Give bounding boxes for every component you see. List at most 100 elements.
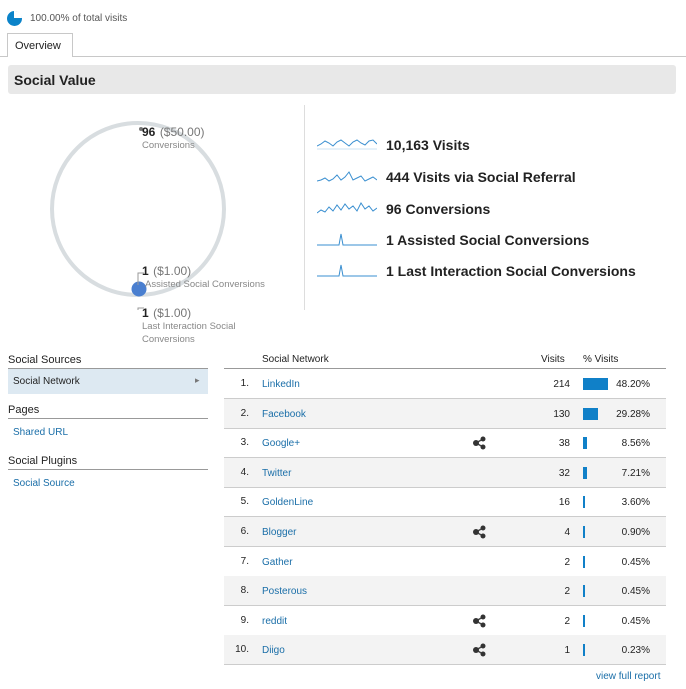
- vertical-divider: [304, 105, 305, 310]
- sidebar-item-shared-url[interactable]: Shared URL: [13, 427, 69, 438]
- visits-value: 2: [564, 615, 570, 627]
- visits-value: 2: [564, 586, 570, 598]
- pct-bar: [583, 555, 585, 568]
- pct-value: 7.21%: [621, 467, 650, 479]
- last-interaction-label-1: Last Interaction Social: [142, 321, 236, 332]
- metric-assisted: 1 Assisted Social Conversions: [386, 232, 590, 248]
- row-index: 9.: [240, 614, 249, 626]
- last-connector: [137, 307, 144, 310]
- ring-top-marker: [139, 127, 143, 131]
- assisted-label: Assisted Social Conversions: [145, 279, 265, 290]
- conversion-ring: [50, 121, 226, 310]
- sidebar-item-social-network[interactable]: [8, 369, 208, 394]
- row-index: 7.: [240, 555, 249, 567]
- table-row: 7. Gather 2 0.45%: [224, 547, 666, 577]
- metric-conversions: 96 Conversions: [386, 201, 491, 217]
- row-index: 6.: [240, 526, 249, 537]
- sparkline-visits: [317, 139, 377, 150]
- activity-stream-icon[interactable]: [472, 435, 488, 451]
- row-index: 3.: [240, 437, 249, 449]
- network-link[interactable]: Posterous: [262, 586, 308, 598]
- tab-bar-line: [0, 56, 686, 57]
- pct-bar: [583, 378, 608, 390]
- metric-referral: 444 Visits via Social Referral: [386, 169, 576, 185]
- pct-value: 0.23%: [621, 645, 650, 657]
- chevron-right-icon: ▸: [195, 375, 200, 385]
- sparkline-assisted: [317, 233, 377, 246]
- table-row: 10. Diigo 1 0.23%: [224, 635, 666, 666]
- pct-bar: [583, 466, 587, 479]
- assisted-value: ($1.00): [153, 264, 192, 278]
- sidebar-divider: [8, 469, 208, 470]
- pct-value: 3.60%: [621, 497, 650, 509]
- network-link[interactable]: Twitter: [262, 467, 292, 479]
- visits-value: 1: [564, 645, 570, 657]
- pct-value: 48.20%: [616, 379, 650, 390]
- column-header-pct-visits[interactable]: % Visits: [583, 354, 619, 365]
- network-link[interactable]: reddit: [262, 615, 288, 627]
- row-index: 5.: [240, 496, 249, 508]
- sparkline-conversions: [317, 202, 377, 214]
- row-index: 2.: [240, 407, 249, 419]
- sidebar-heading-pages: Pages: [8, 404, 40, 416]
- pct-value: 0.45%: [621, 556, 650, 568]
- pct-value: 0.45%: [621, 615, 650, 627]
- conversions-figure: 96 ($50.00): [142, 123, 205, 141]
- segment-label: 100.00% of total visits: [30, 13, 128, 24]
- column-header-network[interactable]: Social Network: [262, 354, 329, 365]
- network-link[interactable]: Diigo: [262, 645, 285, 657]
- table-row: 5. GoldenLine 16 3.60%: [224, 487, 666, 518]
- visits-value: 214: [553, 379, 570, 390]
- row-index: 1.: [240, 378, 249, 389]
- table-row: 1. LinkedIn 214 48.20%: [224, 369, 666, 399]
- sidebar-divider: [8, 418, 208, 419]
- sidebar-heading-social-plugins: Social Plugins: [8, 455, 78, 467]
- tab-overview[interactable]: Overview: [7, 33, 73, 57]
- pct-value: 8.56%: [621, 438, 650, 450]
- ring-dot: [131, 281, 147, 297]
- sidebar-item-social-network-label[interactable]: Social Network: [13, 376, 80, 387]
- pct-value: 0.90%: [621, 527, 650, 538]
- activity-stream-icon[interactable]: [472, 524, 488, 540]
- table-row: 2. Facebook 130 29.28%: [224, 398, 666, 429]
- network-link[interactable]: Gather: [262, 556, 293, 568]
- conversions-value: ($50.00): [159, 125, 205, 139]
- network-link[interactable]: Google+: [262, 438, 301, 450]
- activity-stream-icon[interactable]: [472, 642, 488, 658]
- row-index: 10.: [235, 644, 249, 656]
- sidebar-divider: [8, 368, 208, 369]
- last-interaction-label-2: Conversions: [142, 334, 195, 345]
- sparkline-referral: [317, 171, 377, 182]
- pct-bar: [583, 644, 585, 657]
- row-index: 4.: [240, 466, 249, 478]
- activity-stream-icon[interactable]: [472, 613, 488, 629]
- network-link[interactable]: Blogger: [262, 527, 297, 538]
- last-interaction-figure: 1 ($1.00): [142, 304, 191, 322]
- pct-bar: [583, 437, 588, 450]
- network-link[interactable]: GoldenLine: [262, 497, 314, 509]
- pct-value: 29.28%: [616, 408, 650, 420]
- view-full-report-link[interactable]: view full report: [596, 671, 661, 682]
- metric-last-interaction: 1 Last Interaction Social Conversions: [386, 263, 636, 279]
- last-interaction-count: 1: [142, 306, 149, 320]
- conversions-count: 96: [142, 125, 156, 139]
- visits-value: 130: [553, 408, 570, 420]
- network-link[interactable]: LinkedIn: [262, 379, 300, 390]
- sparkline-last-interaction: [317, 264, 377, 277]
- ring-track: [50, 121, 226, 297]
- pct-bar: [583, 496, 585, 509]
- table-row: 8. Posterous 2 0.45%: [224, 576, 666, 607]
- network-link[interactable]: Facebook: [262, 408, 306, 420]
- sidebar-heading-social-sources: Social Sources: [8, 354, 82, 366]
- table-row: 6. Blogger 4 0.90%: [224, 517, 666, 547]
- last-interaction-value: ($1.00): [153, 306, 192, 320]
- row-index: 8.: [240, 585, 249, 597]
- assisted-figure: 1 ($1.00): [142, 262, 191, 280]
- assisted-connector: [137, 272, 144, 285]
- column-header-visits[interactable]: Visits: [541, 354, 565, 365]
- visits-value: 32: [558, 467, 570, 479]
- visits-value: 2: [564, 556, 570, 568]
- pct-bar: [583, 585, 585, 598]
- table-row: 9. reddit 2 0.45%: [224, 606, 666, 636]
- sidebar-item-social-source[interactable]: Social Source: [13, 478, 75, 489]
